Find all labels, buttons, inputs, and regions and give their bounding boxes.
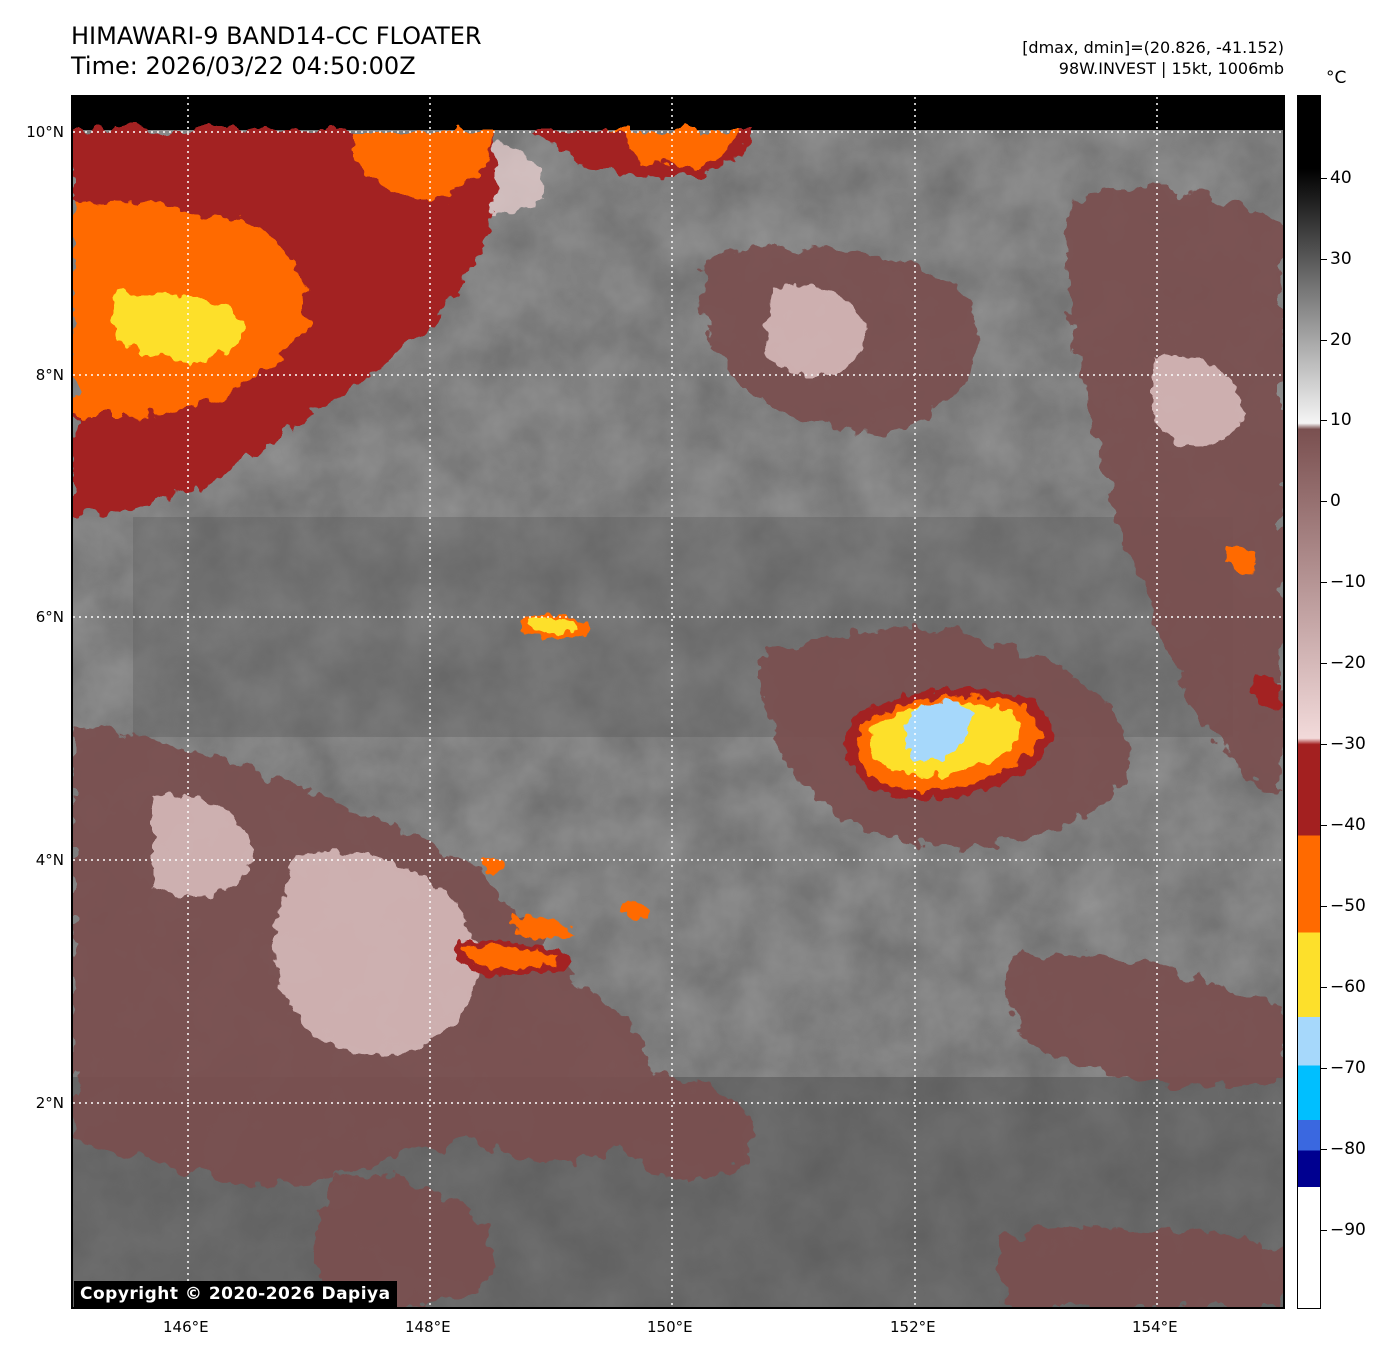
- chart-time: Time: 2026/03/22 04:50:00Z: [71, 52, 416, 80]
- lon-label-148: 148°E: [405, 1318, 451, 1336]
- lat-label-10: 10°N: [26, 123, 64, 141]
- lat-label-4: 4°N: [35, 851, 64, 869]
- colorbar-tick: [1321, 663, 1327, 664]
- colorbar-tick: [1321, 906, 1327, 907]
- colorbar-tick: [1321, 1230, 1327, 1231]
- colorbar-tick: [1321, 987, 1327, 988]
- colorbar-label: −70: [1330, 1058, 1366, 1078]
- colorbar-label: 30: [1330, 249, 1352, 269]
- colorbar-tick: [1321, 1149, 1327, 1150]
- data-range-info: [dmax, dmin]=(20.826, -41.152): [1022, 38, 1284, 57]
- no-data-strip: [73, 97, 1283, 130]
- colorbar-tick: [1321, 420, 1327, 421]
- colorbar-label: 0: [1330, 491, 1341, 511]
- colorbar-tick: [1321, 178, 1327, 179]
- lon-label-152: 152°E: [890, 1318, 936, 1336]
- colorbar-label: −60: [1330, 977, 1366, 997]
- colorbar-label: −30: [1330, 734, 1366, 754]
- colorbar-unit: °C: [1326, 68, 1347, 88]
- lon-label-154: 154°E: [1132, 1318, 1178, 1336]
- colorbar-label: −80: [1330, 1139, 1366, 1159]
- invest-98w-convection: [845, 688, 1054, 800]
- colorbar-label: −20: [1330, 653, 1366, 673]
- colorbar-tick: [1321, 582, 1327, 583]
- colorbar-label: 10: [1330, 410, 1352, 430]
- lon-label-150: 150°E: [647, 1318, 693, 1336]
- colorbar-label: 20: [1330, 330, 1352, 350]
- colorbar-tick: [1321, 825, 1327, 826]
- colorbar-tick: [1321, 259, 1327, 260]
- copyright-badge: Copyright © 2020-2026 Dapiya: [74, 1281, 397, 1307]
- graticule: [73, 97, 1283, 1307]
- satellite-map[interactable]: [71, 95, 1285, 1309]
- chart-title: HIMAWARI-9 BAND14-CC FLOATER: [71, 22, 482, 50]
- colorbar-tick: [1321, 744, 1327, 745]
- lon-label-146: 146°E: [163, 1318, 209, 1336]
- small-convective-cells: [454, 546, 1283, 976]
- colorbar-tick: [1321, 1068, 1327, 1069]
- colorbar-tick: [1321, 501, 1327, 502]
- storm-info: 98W.INVEST | 15kt, 1006mb: [1058, 59, 1284, 78]
- colorbar-label: 40: [1330, 168, 1352, 188]
- colorbar-label: −40: [1330, 815, 1366, 835]
- colorbar-label: −90: [1330, 1220, 1366, 1240]
- northwest-convection: [73, 130, 753, 517]
- colorbar-label: −50: [1330, 896, 1366, 916]
- satellite-imagery: [73, 97, 1283, 1307]
- colorbar-label: −10: [1330, 572, 1366, 592]
- lat-label-8: 8°N: [35, 366, 64, 384]
- colorbar-tick: [1321, 340, 1327, 341]
- lat-label-2: 2°N: [35, 1094, 64, 1112]
- lat-label-6: 6°N: [35, 608, 64, 626]
- colorbar: [1297, 95, 1321, 1309]
